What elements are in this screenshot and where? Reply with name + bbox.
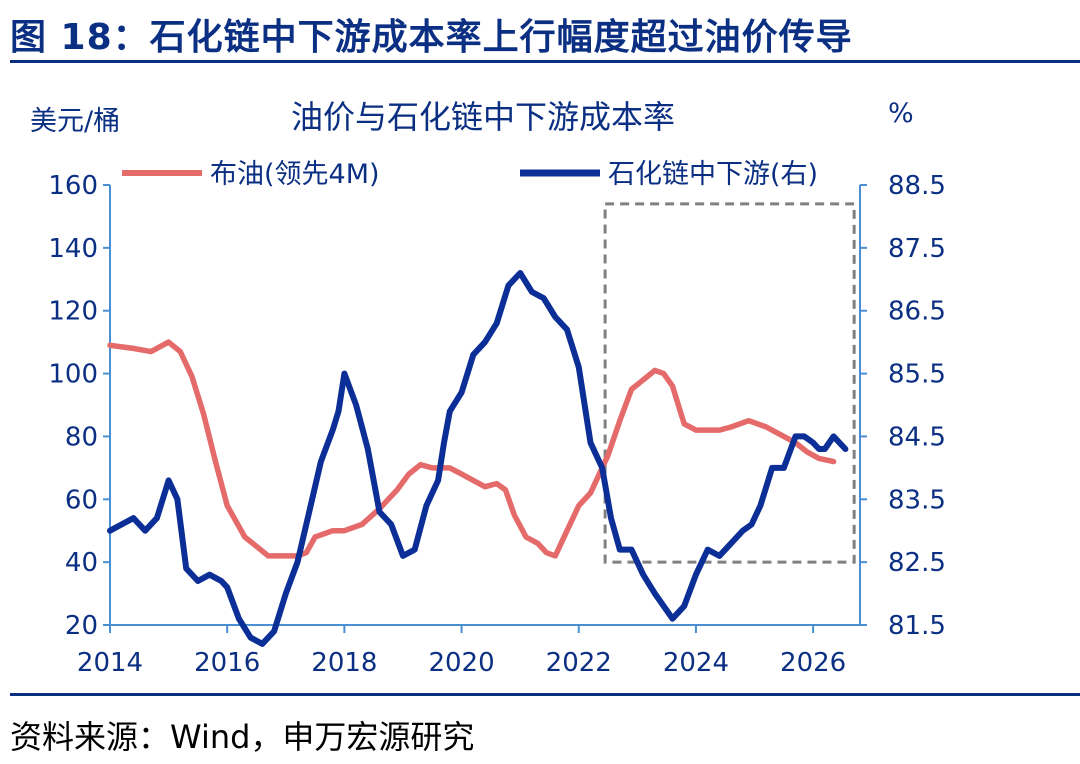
right-tick-label: 87.5 — [888, 234, 946, 264]
left-tick-label: 160 — [48, 171, 98, 201]
left-tick-label: 20 — [65, 611, 98, 641]
left-axis-unit: 美元/桶 — [30, 106, 120, 137]
left-tick-label: 140 — [48, 234, 98, 264]
right-tick-label: 81.5 — [888, 611, 946, 641]
right-tick-label: 84.5 — [888, 422, 946, 452]
left-tick-label: 80 — [65, 422, 98, 452]
right-tick-label: 86.5 — [888, 297, 946, 327]
x-tick-label: 2018 — [311, 648, 377, 678]
left-tick-label: 60 — [65, 485, 98, 515]
highlight-region — [603, 202, 856, 564]
x-tick-label: 2026 — [780, 648, 846, 678]
x-tick-label: 2020 — [428, 648, 494, 678]
axes — [103, 184, 867, 633]
title-rule — [10, 60, 1080, 63]
right-axis-unit: % — [888, 98, 914, 129]
chart: 美元/桶 油价与石化链中下游成本率 % 布油(领先4M) 石化链中下游(右) 2… — [30, 98, 946, 678]
source-rule — [10, 693, 1080, 696]
source-note: 资料来源：Wind，申万宏源研究 — [10, 718, 475, 756]
left-tick-label: 40 — [65, 548, 98, 578]
x-tick-label: 2022 — [546, 648, 612, 678]
tick-labels: 20 40 60 80 100 120 140 160 81.5 82.5 83.5 84.5 85.5… — [48, 171, 946, 678]
x-tick-label: 2024 — [663, 648, 729, 678]
chain-series-line — [107, 270, 849, 647]
x-tick-label: 2014 — [77, 648, 143, 678]
right-tick-label: 88.5 — [888, 171, 946, 201]
highlight-box — [603, 202, 856, 564]
figure-title: 图 18：石化链中下游成本率上行幅度超过油价传导 — [10, 17, 853, 58]
legend: 布油(领先4M) 石化链中下游(右) — [122, 159, 818, 190]
x-tick-label: 2016 — [194, 648, 260, 678]
left-tick-label: 120 — [48, 297, 98, 327]
legend-brent-label: 布油(领先4M) — [210, 159, 380, 190]
left-tick-label: 100 — [48, 360, 98, 390]
brent-series-line — [107, 339, 837, 559]
right-tick-label: 85.5 — [888, 360, 946, 390]
right-tick-label: 83.5 — [888, 485, 946, 515]
right-tick-label: 82.5 — [888, 548, 946, 578]
series-layer — [107, 270, 849, 647]
legend-chain-label: 石化链中下游(右) — [608, 159, 818, 190]
chart-title: 油价与石化链中下游成本率 — [291, 98, 675, 136]
